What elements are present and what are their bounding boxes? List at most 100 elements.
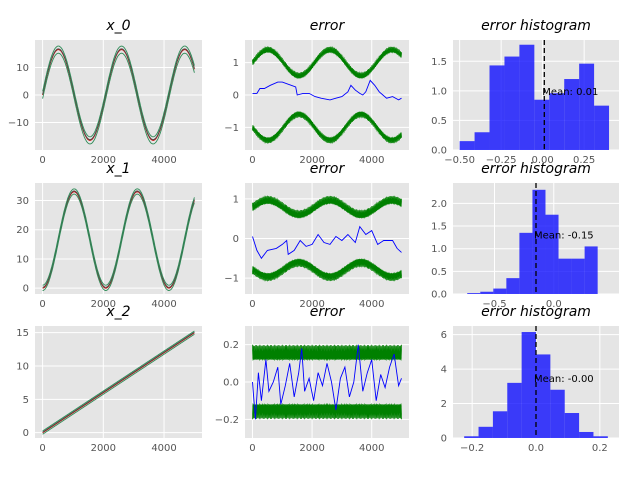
histogram-bar [504,56,520,150]
subplot-8: 0 2000 4000 −0.2 0.0 0.2 error [215,304,409,454]
y-tick-label: 15 [16,328,29,339]
x-tick-label: 2000 [299,299,324,310]
x-tick-label: 2000 [91,443,116,454]
y-tick-label: 1.0 [431,244,447,255]
plot-area [464,332,608,438]
y-tick-label: 0 [23,91,29,102]
x-tick-label: 2000 [91,299,116,310]
plot-area [42,330,195,435]
mean-label: Mean: -0.00 [534,374,594,385]
histogram-bar [536,354,551,438]
histogram-bar [459,141,475,150]
series-line-lower-bound [42,333,195,435]
x-tick-label: −0.50 [444,155,475,166]
subplot-9: −0.2 0.0 0.2 0 2 4 6 error histogram Mean: -0.00 [441,304,619,454]
x-tick-label: 0 [249,299,255,310]
x-tick-label: 4000 [359,155,384,166]
histogram-bar [545,214,559,294]
y-tick-label: 1.5 [431,222,447,233]
x-tick-label: 0 [39,155,45,166]
subplot-6: −0.5 0.0 0.0 0.5 1.0 1.5 2.0 error histogram Mea… [431,161,619,310]
histogram-bar [492,411,508,438]
y-tick-label: −1 [224,123,239,134]
subplot-title: error [310,161,346,177]
axes-background [35,183,202,294]
y-tick-label: 0.0 [431,290,447,301]
histogram-bar [558,258,572,294]
subplot-title: error histogram [481,161,591,177]
y-tick-label: 0.0 [431,146,447,157]
x-tick-label: −0.5 [482,299,506,310]
subplot-title: error histogram [481,304,591,320]
y-tick-label: −1 [224,274,239,285]
plot-area [467,189,598,294]
x-tick-label: 2000 [299,443,324,454]
y-tick-label: 1.0 [431,86,447,97]
y-tick-label: 0.5 [431,267,447,278]
histogram-bar [571,258,585,294]
subplot-title: error [310,18,346,34]
mean-label: Mean: 0.01 [542,87,598,98]
histogram-bar [534,99,550,150]
x-tick-label: 0.00 [532,155,554,166]
series-line-upper-bound [42,45,195,138]
y-tick-label: 0.2 [223,340,239,351]
y-tick-label: 0.5 [431,116,447,127]
x-tick-label: 0 [249,443,255,454]
x-tick-label: 4000 [359,299,384,310]
error-line [252,79,402,101]
x-tick-label: 4000 [359,443,384,454]
histogram-bar [584,246,598,294]
x-tick-label: −0.2 [460,443,484,454]
histogram-bar [579,431,594,438]
histogram-bar [506,278,520,294]
series-line-estimate [42,331,195,433]
histogram-bar [532,189,546,294]
plot-area [42,188,195,291]
subplot-5: 0 2000 4000 −1 0 1 error [224,161,409,310]
subplot-title: x_1 [105,161,130,177]
y-tick-label: 0.0 [223,378,239,389]
histogram-bar [493,288,507,294]
y-tick-label: 1 [233,58,239,69]
envelope-lower [252,111,402,145]
plot-area [252,344,402,420]
subplot-1: 0 2000 4000 −10 0 10 x_0 [8,18,202,166]
envelope-lower [252,402,402,420]
x-tick-label: 0 [39,299,45,310]
histogram-bar [579,63,595,150]
envelope-upper [252,195,402,219]
series-line-estimate [42,190,195,288]
subplot-4: 0 2000 4000 0 10 20 30 x_1 [16,161,202,310]
histogram-bar [593,436,608,438]
y-tick-label: 0 [233,234,239,245]
x-tick-label: 0.0 [546,299,562,310]
x-tick-label: 4000 [151,299,176,310]
histogram-bar [519,44,535,150]
histogram-bar [564,79,580,150]
subplot-title: x_0 [105,18,130,34]
mean-label: Mean: -0.15 [534,231,594,242]
error-line [252,225,402,260]
subplot-2: 0 2000 4000 −1 0 1 error [224,18,409,166]
y-tick-label: 1.5 [431,57,447,68]
y-tick-label: 6 [441,330,447,341]
histogram-bar [519,232,533,294]
series-line-upper-bound [42,188,195,286]
y-tick-label: 0 [23,284,29,295]
y-tick-label: 10 [16,254,29,265]
y-tick-label: −10 [8,118,29,129]
series-line-lower-bound [42,52,195,145]
x-tick-label: 4000 [151,155,176,166]
histogram-bar [480,291,494,294]
y-tick-label: 2.0 [431,199,447,210]
x-tick-label: 0 [39,443,45,454]
histogram-bar [489,65,505,150]
histogram-bar [550,389,565,438]
histogram-bar [464,436,479,438]
y-tick-label: 1 [233,194,239,205]
x-tick-label: 0.0 [528,443,544,454]
histogram-bar [474,132,490,150]
envelope-lower [252,258,402,282]
histogram-bar [564,413,580,438]
